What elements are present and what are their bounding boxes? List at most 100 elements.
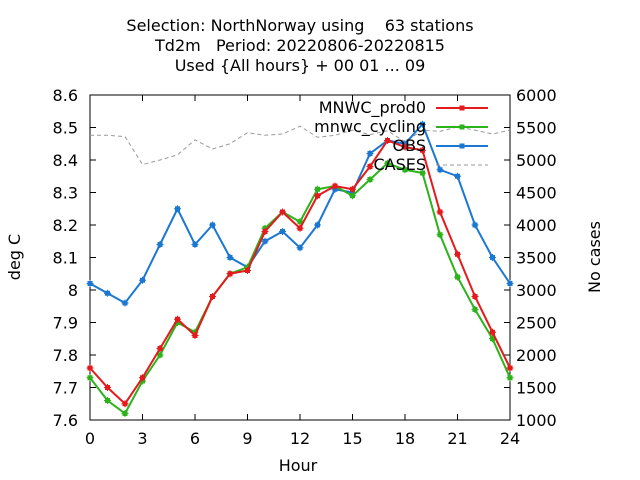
y-tick-label: 8.3 xyxy=(53,184,78,203)
data-point xyxy=(156,241,164,248)
data-point xyxy=(209,221,216,229)
data-point xyxy=(86,374,94,382)
data-point xyxy=(261,237,269,245)
y2-tick-label: 1500 xyxy=(516,379,557,398)
y2-tick-label: 2500 xyxy=(516,314,557,333)
data-point xyxy=(384,159,391,167)
y-tick-label: 7.7 xyxy=(53,379,78,398)
data-point xyxy=(314,221,321,229)
data-point xyxy=(419,146,426,154)
data-point xyxy=(314,185,321,193)
y-tick-label: 8.6 xyxy=(53,86,78,105)
y-tick-label: 8.5 xyxy=(53,119,78,138)
legend-label: mnwc_cycling xyxy=(314,117,426,137)
x-tick-label: 15 xyxy=(342,429,362,448)
x-tick-label: 21 xyxy=(447,429,467,448)
data-point xyxy=(279,208,286,216)
data-point xyxy=(349,185,356,193)
data-point xyxy=(506,374,514,382)
y2-tick-label: 3500 xyxy=(516,249,557,268)
data-point xyxy=(331,182,339,190)
data-point xyxy=(296,218,304,226)
data-point xyxy=(121,410,129,417)
y-tick-label: 7.9 xyxy=(53,314,78,333)
data-point xyxy=(489,328,496,336)
x-tick-label: 24 xyxy=(500,429,520,448)
y2-tick-label: 4000 xyxy=(516,216,557,235)
data-point xyxy=(156,345,164,352)
y2-tick-label: 1000 xyxy=(516,411,557,430)
x-tick-label: 3 xyxy=(137,429,147,448)
data-point xyxy=(454,172,461,180)
x-tick-label: 12 xyxy=(290,429,310,448)
legend-marker xyxy=(459,105,465,111)
data-point xyxy=(139,276,146,284)
data-point xyxy=(436,208,444,216)
data-point xyxy=(489,254,496,261)
data-point xyxy=(156,351,164,359)
y-tick-label: 8.4 xyxy=(53,151,78,170)
y-tick-label: 8.2 xyxy=(53,216,78,235)
title-line-2: Td2m Period: 20220806-20220815 xyxy=(155,36,445,55)
data-point xyxy=(86,364,94,372)
data-point xyxy=(174,315,181,323)
y-tick-label: 7.6 xyxy=(53,411,78,430)
data-point xyxy=(104,384,111,391)
series-line-mnwc-cycling xyxy=(89,162,511,415)
data-point xyxy=(244,267,251,274)
data-point xyxy=(191,332,199,339)
data-point xyxy=(366,176,374,183)
data-point xyxy=(226,254,234,261)
data-point xyxy=(506,364,514,372)
data-point xyxy=(104,397,111,404)
data-point xyxy=(139,374,146,382)
data-point xyxy=(279,228,286,235)
y2-tick-label: 6000 xyxy=(516,86,557,105)
series-layer xyxy=(86,120,514,417)
y2-tick-label: 4500 xyxy=(516,184,557,203)
legend-label: MNWC_prod0 xyxy=(319,98,426,118)
data-point xyxy=(454,273,461,281)
x-tick-label: 0 xyxy=(85,429,95,448)
legend-label: CASES xyxy=(373,155,426,174)
data-point xyxy=(436,166,444,174)
data-point xyxy=(401,166,409,174)
legend-label: OBS xyxy=(393,136,426,155)
data-point xyxy=(314,192,321,200)
series-line-cases xyxy=(90,125,511,166)
y-tick-label: 7.8 xyxy=(53,346,78,365)
x-axis-label: Hour xyxy=(279,456,318,475)
y2-tick-label: 5500 xyxy=(516,119,557,138)
data-point xyxy=(174,205,181,213)
data-point xyxy=(349,192,356,200)
chart-title: Selection: NorthNorway using 63 stations… xyxy=(0,16,600,76)
data-point xyxy=(401,143,409,151)
data-point xyxy=(419,120,426,128)
data-point xyxy=(104,289,111,297)
data-point xyxy=(191,241,199,248)
data-point xyxy=(261,228,269,235)
ticks-layer: 0 3 6 9 12 15 18 21 24 7.6 7.7 7.8 7.9 8 8.1 8.2 8.3 8.4 8… xyxy=(53,86,557,448)
data-point xyxy=(471,306,479,313)
legend-marker xyxy=(459,143,465,149)
data-point xyxy=(121,400,129,408)
series-line-obs xyxy=(89,122,511,305)
y-axis-label: deg C xyxy=(5,234,24,280)
y2-tick-label: 5000 xyxy=(516,151,557,170)
y2-tick-label: 3000 xyxy=(516,281,557,300)
data-point xyxy=(86,280,94,287)
title-line-1: Selection: NorthNorway using 63 stations xyxy=(126,16,474,35)
x-tick-label: 9 xyxy=(242,429,252,448)
data-point xyxy=(471,221,479,229)
y2-tick-label: 2000 xyxy=(516,346,557,365)
y-tick-label: 8.1 xyxy=(53,249,78,268)
data-point xyxy=(209,293,216,300)
data-point xyxy=(471,293,479,300)
data-point xyxy=(454,250,461,258)
x-tick-label: 6 xyxy=(190,429,200,448)
data-point xyxy=(506,280,514,287)
data-point xyxy=(384,137,391,144)
data-point xyxy=(296,244,304,252)
